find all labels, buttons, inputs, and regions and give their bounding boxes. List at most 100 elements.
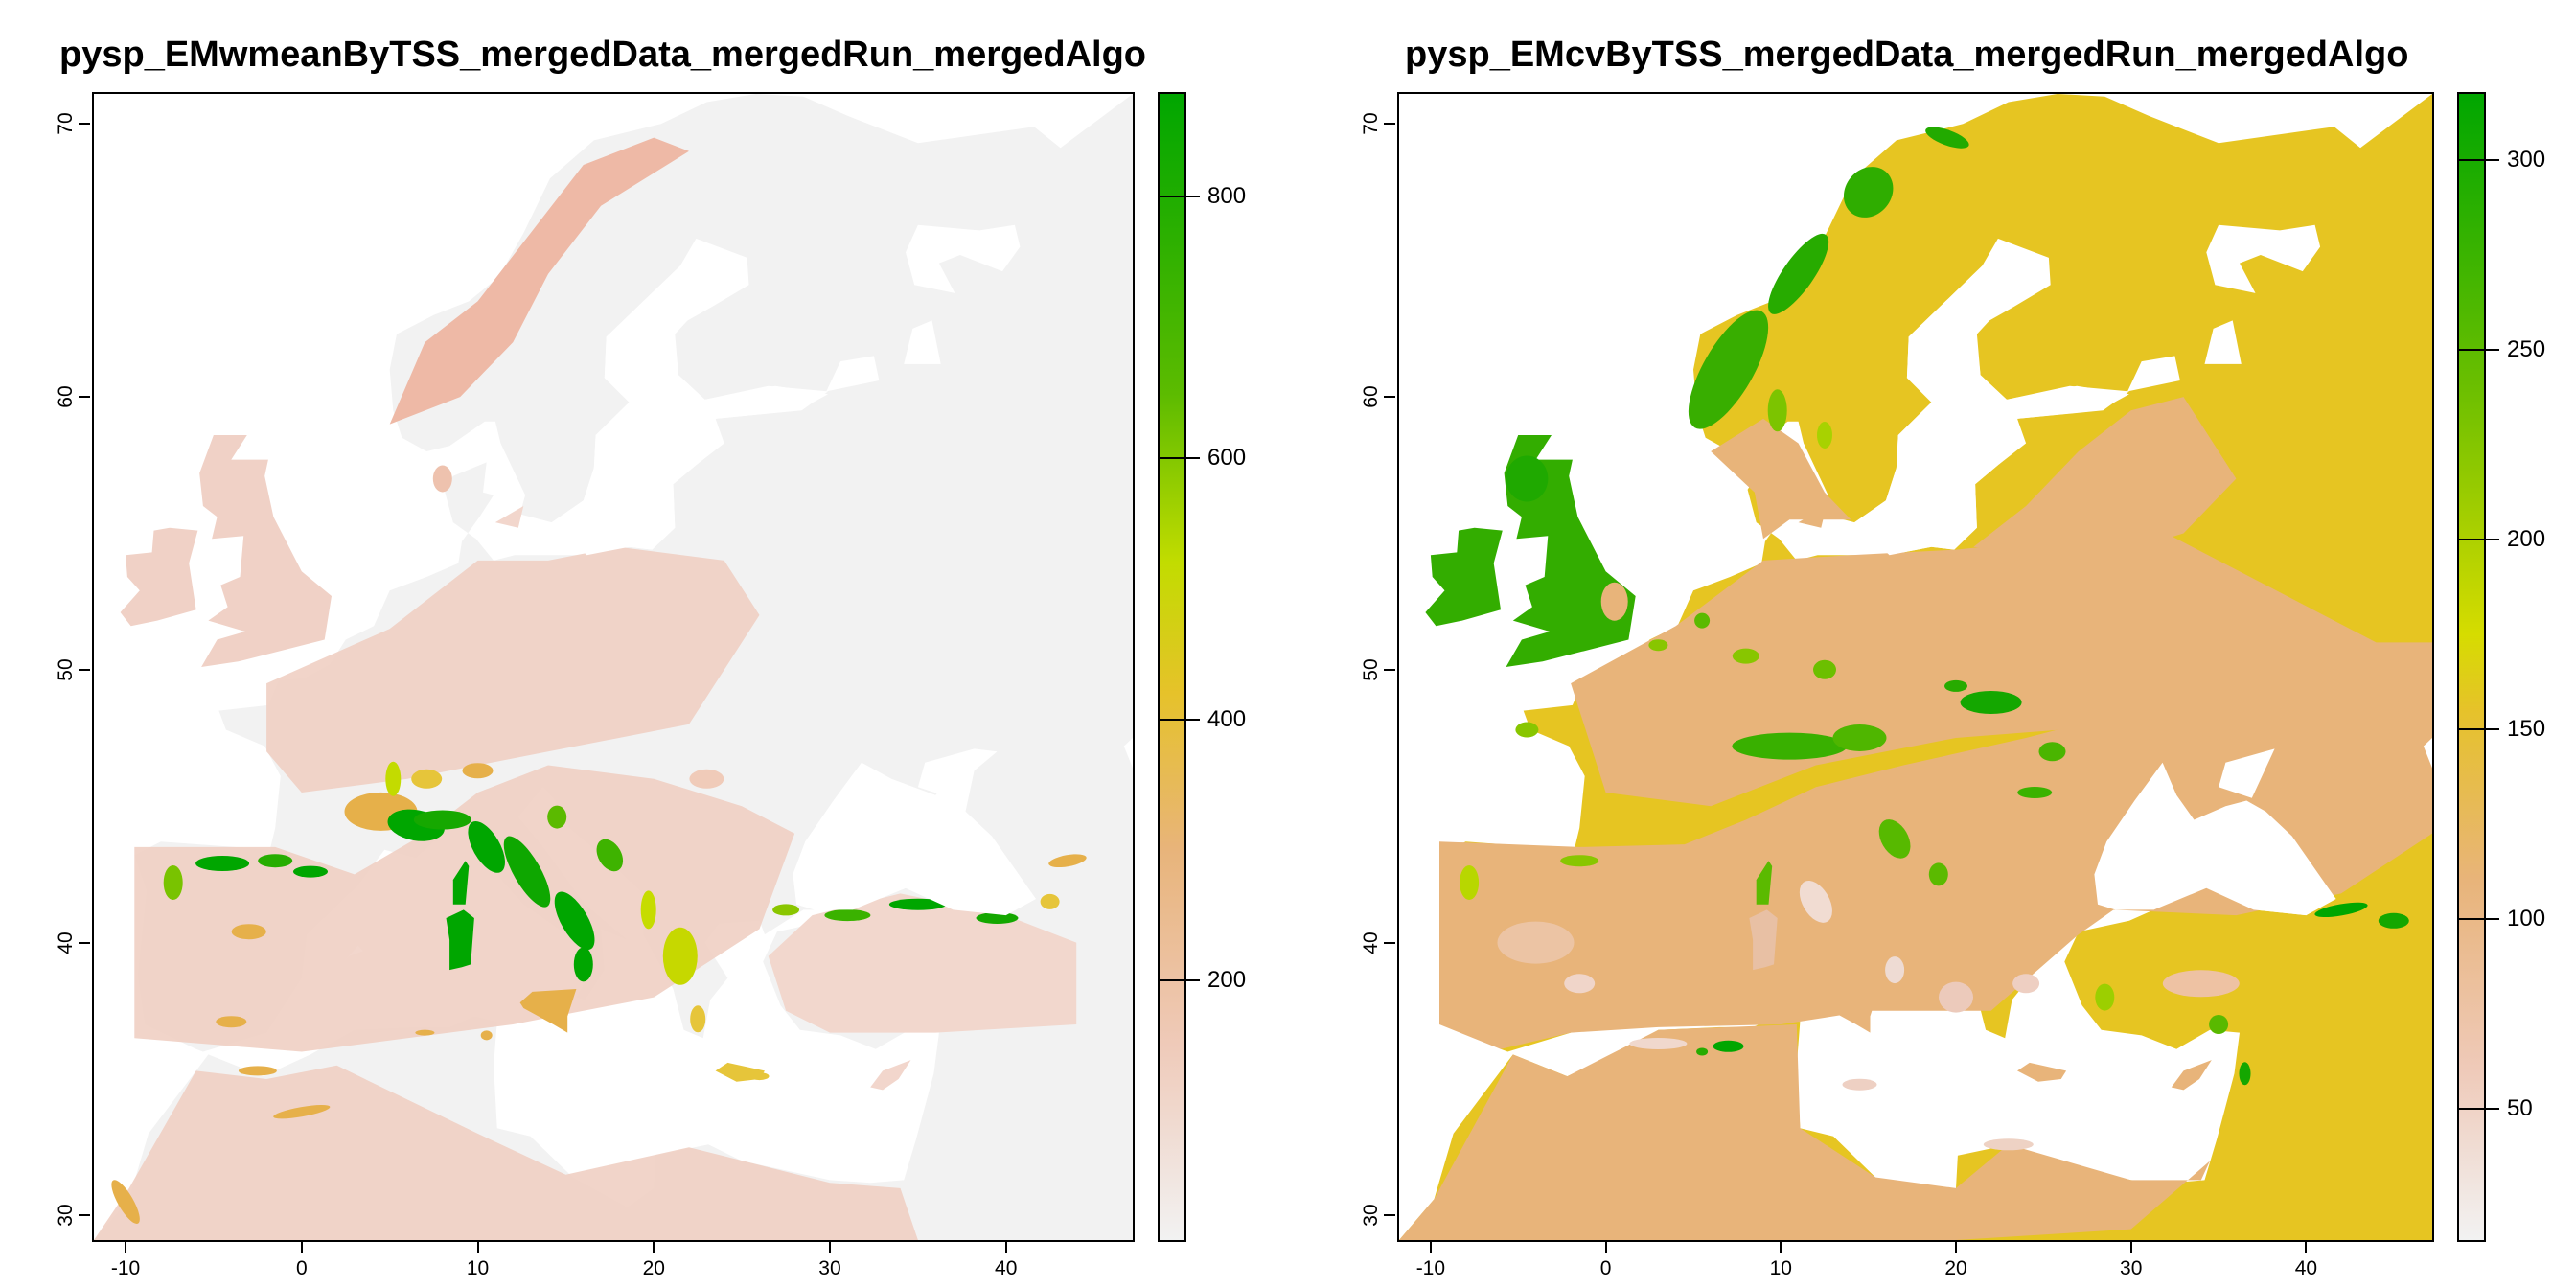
map-title: pysp_EMwmeanByTSS_mergedData_mergedRun_m…	[59, 34, 1146, 75]
island-sicily	[1823, 989, 1879, 1033]
value-patch	[2209, 1015, 2229, 1034]
tan-zone	[1711, 418, 1852, 540]
map-raster	[94, 94, 1133, 1240]
value-patch	[196, 856, 250, 871]
y-tick-mark	[1384, 1214, 1395, 1217]
value-patch	[1732, 732, 1848, 760]
y-tick-label: 40	[55, 931, 77, 954]
water-baltic_gulf	[1854, 243, 2129, 556]
value-patch	[2239, 1062, 2251, 1086]
water-white_sea	[2206, 224, 2321, 293]
value-patch	[640, 890, 656, 930]
map-panel-cv: pysp_EMcvByTSS_mergedData_mergedRun_merg…	[1288, 0, 2576, 1288]
value-patch	[2378, 912, 2409, 929]
y-tick-mark	[79, 123, 90, 126]
island-cyprus	[2171, 1060, 2212, 1091]
y-tick-label: 30	[55, 1204, 77, 1228]
value-patch	[1842, 1078, 1877, 1091]
y-tick-mark	[1384, 123, 1395, 126]
water-caspian_edge	[1123, 738, 1133, 769]
x-tick-mark	[125, 1242, 127, 1254]
pink-zone	[477, 1133, 918, 1240]
y-tick-mark	[79, 396, 90, 399]
water-onega	[2204, 320, 2242, 364]
y-tick-mark	[79, 668, 90, 671]
legend-tick-label: 300	[2507, 147, 2546, 173]
x-tick-label: 20	[642, 1257, 665, 1279]
y-tick-mark	[79, 1214, 90, 1217]
legend-tick-mark	[2457, 159, 2499, 162]
value-patch	[690, 1005, 706, 1033]
legend-tick-mark	[1158, 979, 1200, 982]
value-patch	[888, 898, 947, 910]
value-patch	[1506, 455, 1549, 502]
value-patch	[413, 810, 472, 830]
x-tick-mark	[1429, 1242, 1432, 1254]
island-crete	[2017, 1062, 2067, 1082]
value-patch	[385, 761, 402, 796]
y-tick-label: 60	[55, 385, 77, 408]
map-plot-area	[1397, 92, 2434, 1242]
value-patch	[1497, 921, 1575, 964]
legend-tick-mark	[1158, 196, 1200, 198]
x-tick-mark	[1004, 1242, 1007, 1254]
x-tick-mark	[300, 1242, 303, 1254]
value-patch	[1813, 659, 1836, 679]
water-black_sea	[2094, 762, 2336, 916]
scandes-zone	[389, 137, 689, 425]
legend-tick-mark	[2457, 918, 2499, 921]
value-patch	[1696, 1047, 1709, 1056]
anatolia-zone	[768, 893, 1077, 1033]
legend-tick-label: 200	[1208, 967, 1247, 994]
value-patch	[976, 912, 1019, 924]
legend-tick-label: 100	[2507, 906, 2546, 932]
y-tick-label: 70	[1360, 112, 1382, 135]
value-patch	[415, 1029, 435, 1036]
y-tick-label: 50	[55, 658, 77, 681]
value-patch	[2017, 787, 2053, 798]
value-patch	[1925, 126, 1969, 149]
value-patch	[2012, 974, 2040, 994]
value-patch	[2038, 742, 2066, 762]
value-patch	[2162, 970, 2240, 998]
value-patch	[573, 947, 593, 982]
x-tick-mark	[2305, 1242, 2308, 1254]
value-patch	[1817, 422, 1832, 448]
value-patch	[111, 1180, 140, 1224]
value-patch	[1885, 956, 1905, 984]
water-white_sea	[906, 224, 1021, 293]
legend-tick-mark	[2457, 728, 2499, 731]
value-patch	[1832, 724, 1887, 751]
x-tick-mark	[1604, 1242, 1607, 1254]
value-patch	[293, 865, 328, 878]
y-tick-mark	[1384, 941, 1395, 944]
value-patch	[824, 909, 871, 922]
legend-tick-label: 400	[1208, 705, 1247, 732]
legend-tick-mark	[2457, 1108, 2499, 1111]
value-patch	[258, 854, 293, 868]
y-tick-label: 50	[1360, 658, 1382, 681]
y-tick-label: 70	[55, 112, 77, 135]
value-patch	[1460, 865, 1480, 900]
pink-zone	[266, 546, 760, 793]
value-patch	[216, 1016, 247, 1028]
water-baltic_gulf	[551, 243, 829, 556]
island-zealand	[494, 506, 524, 528]
x-tick-mark	[828, 1242, 831, 1254]
map-panel-wmean: pysp_EMwmeanByTSS_mergedData_mergedRun_m…	[55, 34, 1247, 1279]
value-patch	[1515, 722, 1539, 738]
y-tick-label: 40	[1360, 931, 1382, 954]
map-plot-area	[92, 92, 1135, 1242]
x-tick-label: 10	[466, 1257, 490, 1279]
island-corsica	[452, 861, 470, 905]
value-patch	[1688, 310, 1769, 429]
value-patch	[163, 865, 183, 900]
value-patch	[411, 769, 443, 789]
island-balearic	[343, 945, 364, 962]
value-patch	[547, 805, 567, 829]
value-patch	[1944, 679, 1967, 692]
value-patch	[1767, 389, 1787, 432]
water-azov	[2219, 748, 2275, 798]
y-tick-mark	[1384, 396, 1395, 399]
pink-zone	[94, 1065, 478, 1240]
